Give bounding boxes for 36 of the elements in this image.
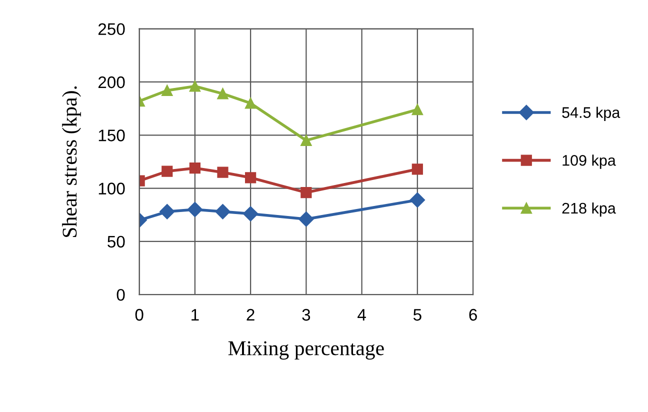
point	[189, 162, 200, 174]
y-tick-label: 250	[98, 23, 125, 36]
x-axis-title: Mixing percentage	[228, 341, 384, 360]
y-tick-label: 150	[98, 130, 125, 142]
x-tick-label: 6	[469, 308, 477, 321]
point	[187, 202, 203, 218]
point	[189, 80, 200, 92]
x-tick-label: 2	[246, 308, 254, 321]
point	[410, 192, 425, 208]
point	[300, 186, 312, 198]
x-tick-label: 0	[135, 308, 144, 321]
point	[162, 166, 173, 177]
point	[215, 204, 230, 220]
legend-label: 54.5 kpa	[562, 106, 620, 121]
point	[162, 84, 173, 96]
y-tick-label: 50	[108, 236, 125, 248]
point	[217, 166, 228, 178]
point	[412, 104, 423, 116]
y-tick-label: 100	[98, 182, 125, 194]
point	[300, 134, 312, 146]
legend-label: 109 kpa	[562, 154, 616, 169]
point	[245, 172, 256, 184]
point	[245, 98, 256, 109]
x-tick-label: 4	[358, 309, 366, 321]
y-axis-title: Shear stress (kpa).	[62, 86, 81, 237]
legend-label: 218 kpa	[562, 202, 616, 217]
y-tick-label: 200	[98, 76, 125, 88]
point	[160, 204, 175, 220]
point	[217, 88, 228, 100]
point	[242, 206, 258, 222]
x-tick-label: 3	[302, 308, 310, 321]
y-tick-label: 0	[116, 288, 125, 301]
point	[412, 164, 423, 175]
x-tick-label: 5	[413, 309, 422, 321]
point	[298, 212, 314, 227]
x-tick-label: 1	[192, 309, 199, 321]
